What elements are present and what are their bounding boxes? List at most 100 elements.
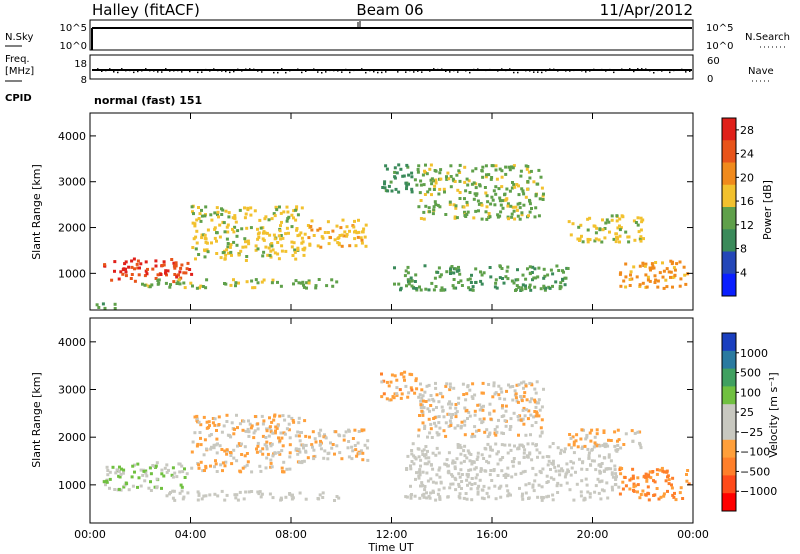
echo-cell [470,477,474,480]
echo-cell [324,436,328,440]
echo-cell [599,497,603,501]
echo-cell [438,466,442,470]
echo-cell [244,259,248,262]
nave-dot [513,71,515,74]
echo-cell [521,417,525,421]
echo-cell [338,434,342,438]
echo-cell [601,488,604,492]
echo-cell [223,282,226,285]
echo-cell [101,302,105,306]
echo-cell [528,265,532,269]
echo-cell [533,410,537,413]
echo-cell [445,382,449,386]
echo-cell [572,451,576,455]
echo-cell [593,239,597,243]
echo-cell [439,168,443,172]
echo-cell [465,392,469,396]
echo-cell [403,378,406,382]
echo-cell [139,484,143,488]
echo-cell [537,398,541,402]
echo-cell [278,414,282,418]
echo-cell [517,446,521,450]
echo-cell [448,382,452,386]
echo-cell [519,395,523,398]
echo-cell [498,486,502,490]
echo-cell [637,230,641,234]
echo-cell [540,418,544,422]
y-tick-label: 2000 [58,431,86,444]
echo-cell [432,288,436,292]
echo-cell [523,414,527,418]
echo-cell [547,494,550,498]
echo-cell [654,261,658,264]
echo-cell [492,381,496,385]
echo-cell [232,448,236,452]
echo-cell [434,386,438,390]
echo-cell [351,437,355,440]
nsearch-tick-bottom: 10^0 [706,41,733,52]
echo-cell [390,189,394,193]
echo-cell [471,382,475,386]
echo-cell [200,497,204,501]
echo-cell [470,273,473,277]
echo-cell [578,457,581,461]
nave-dot [225,70,227,73]
echo-cell [430,177,434,181]
echo-cell [305,286,308,290]
echo-cell [460,473,464,476]
echo-cell [559,285,563,289]
echo-cell [276,241,280,244]
echo-cell [249,226,253,230]
echo-cell [325,284,329,288]
echo-cell [665,470,669,474]
echo-cell [220,213,224,216]
echo-cell [493,203,497,207]
echo-cell [498,397,502,401]
echo-cell [298,439,302,443]
echo-cell [652,266,656,270]
echo-cell [498,264,502,268]
echo-cell [616,443,620,447]
echo-cell [485,173,488,177]
echo-cell [486,435,490,439]
echo-cell [233,493,237,497]
echo-cell [321,236,325,240]
echo-cell [422,183,426,187]
echo-cell [533,285,537,289]
echo-cell [294,434,298,438]
nave-dot [301,71,303,74]
echo-cell [234,220,238,224]
echo-cell [533,479,537,483]
echo-cell [532,415,536,419]
echo-cell [489,202,493,206]
echo-cell [526,180,530,183]
echo-cell [464,215,468,218]
echo-cell [113,488,117,491]
echo-cell [419,217,423,220]
echo-cell [153,485,157,489]
echo-cell [505,484,509,488]
echo-cell [594,444,598,448]
echo-cell [431,467,435,471]
echo-cell [574,439,578,443]
date-title: 11/Apr/2012 [600,1,693,19]
echo-cell [512,164,516,168]
echo-cell [415,471,418,475]
echo-cell [290,245,294,249]
echo-cell [465,456,469,460]
echo-cell [409,279,413,283]
nave-dot [605,70,607,72]
echo-cell [685,479,689,483]
echo-cell [504,424,508,428]
echo-cell [414,287,418,290]
echo-cell [459,468,463,472]
echo-cell [648,470,652,474]
echo-cell [287,231,290,235]
echo-cell [443,462,447,466]
echo-cell [170,258,174,261]
echo-cell [622,443,626,446]
echo-cell [178,282,182,286]
echo-cell [244,240,247,244]
echo-cell [201,469,205,473]
